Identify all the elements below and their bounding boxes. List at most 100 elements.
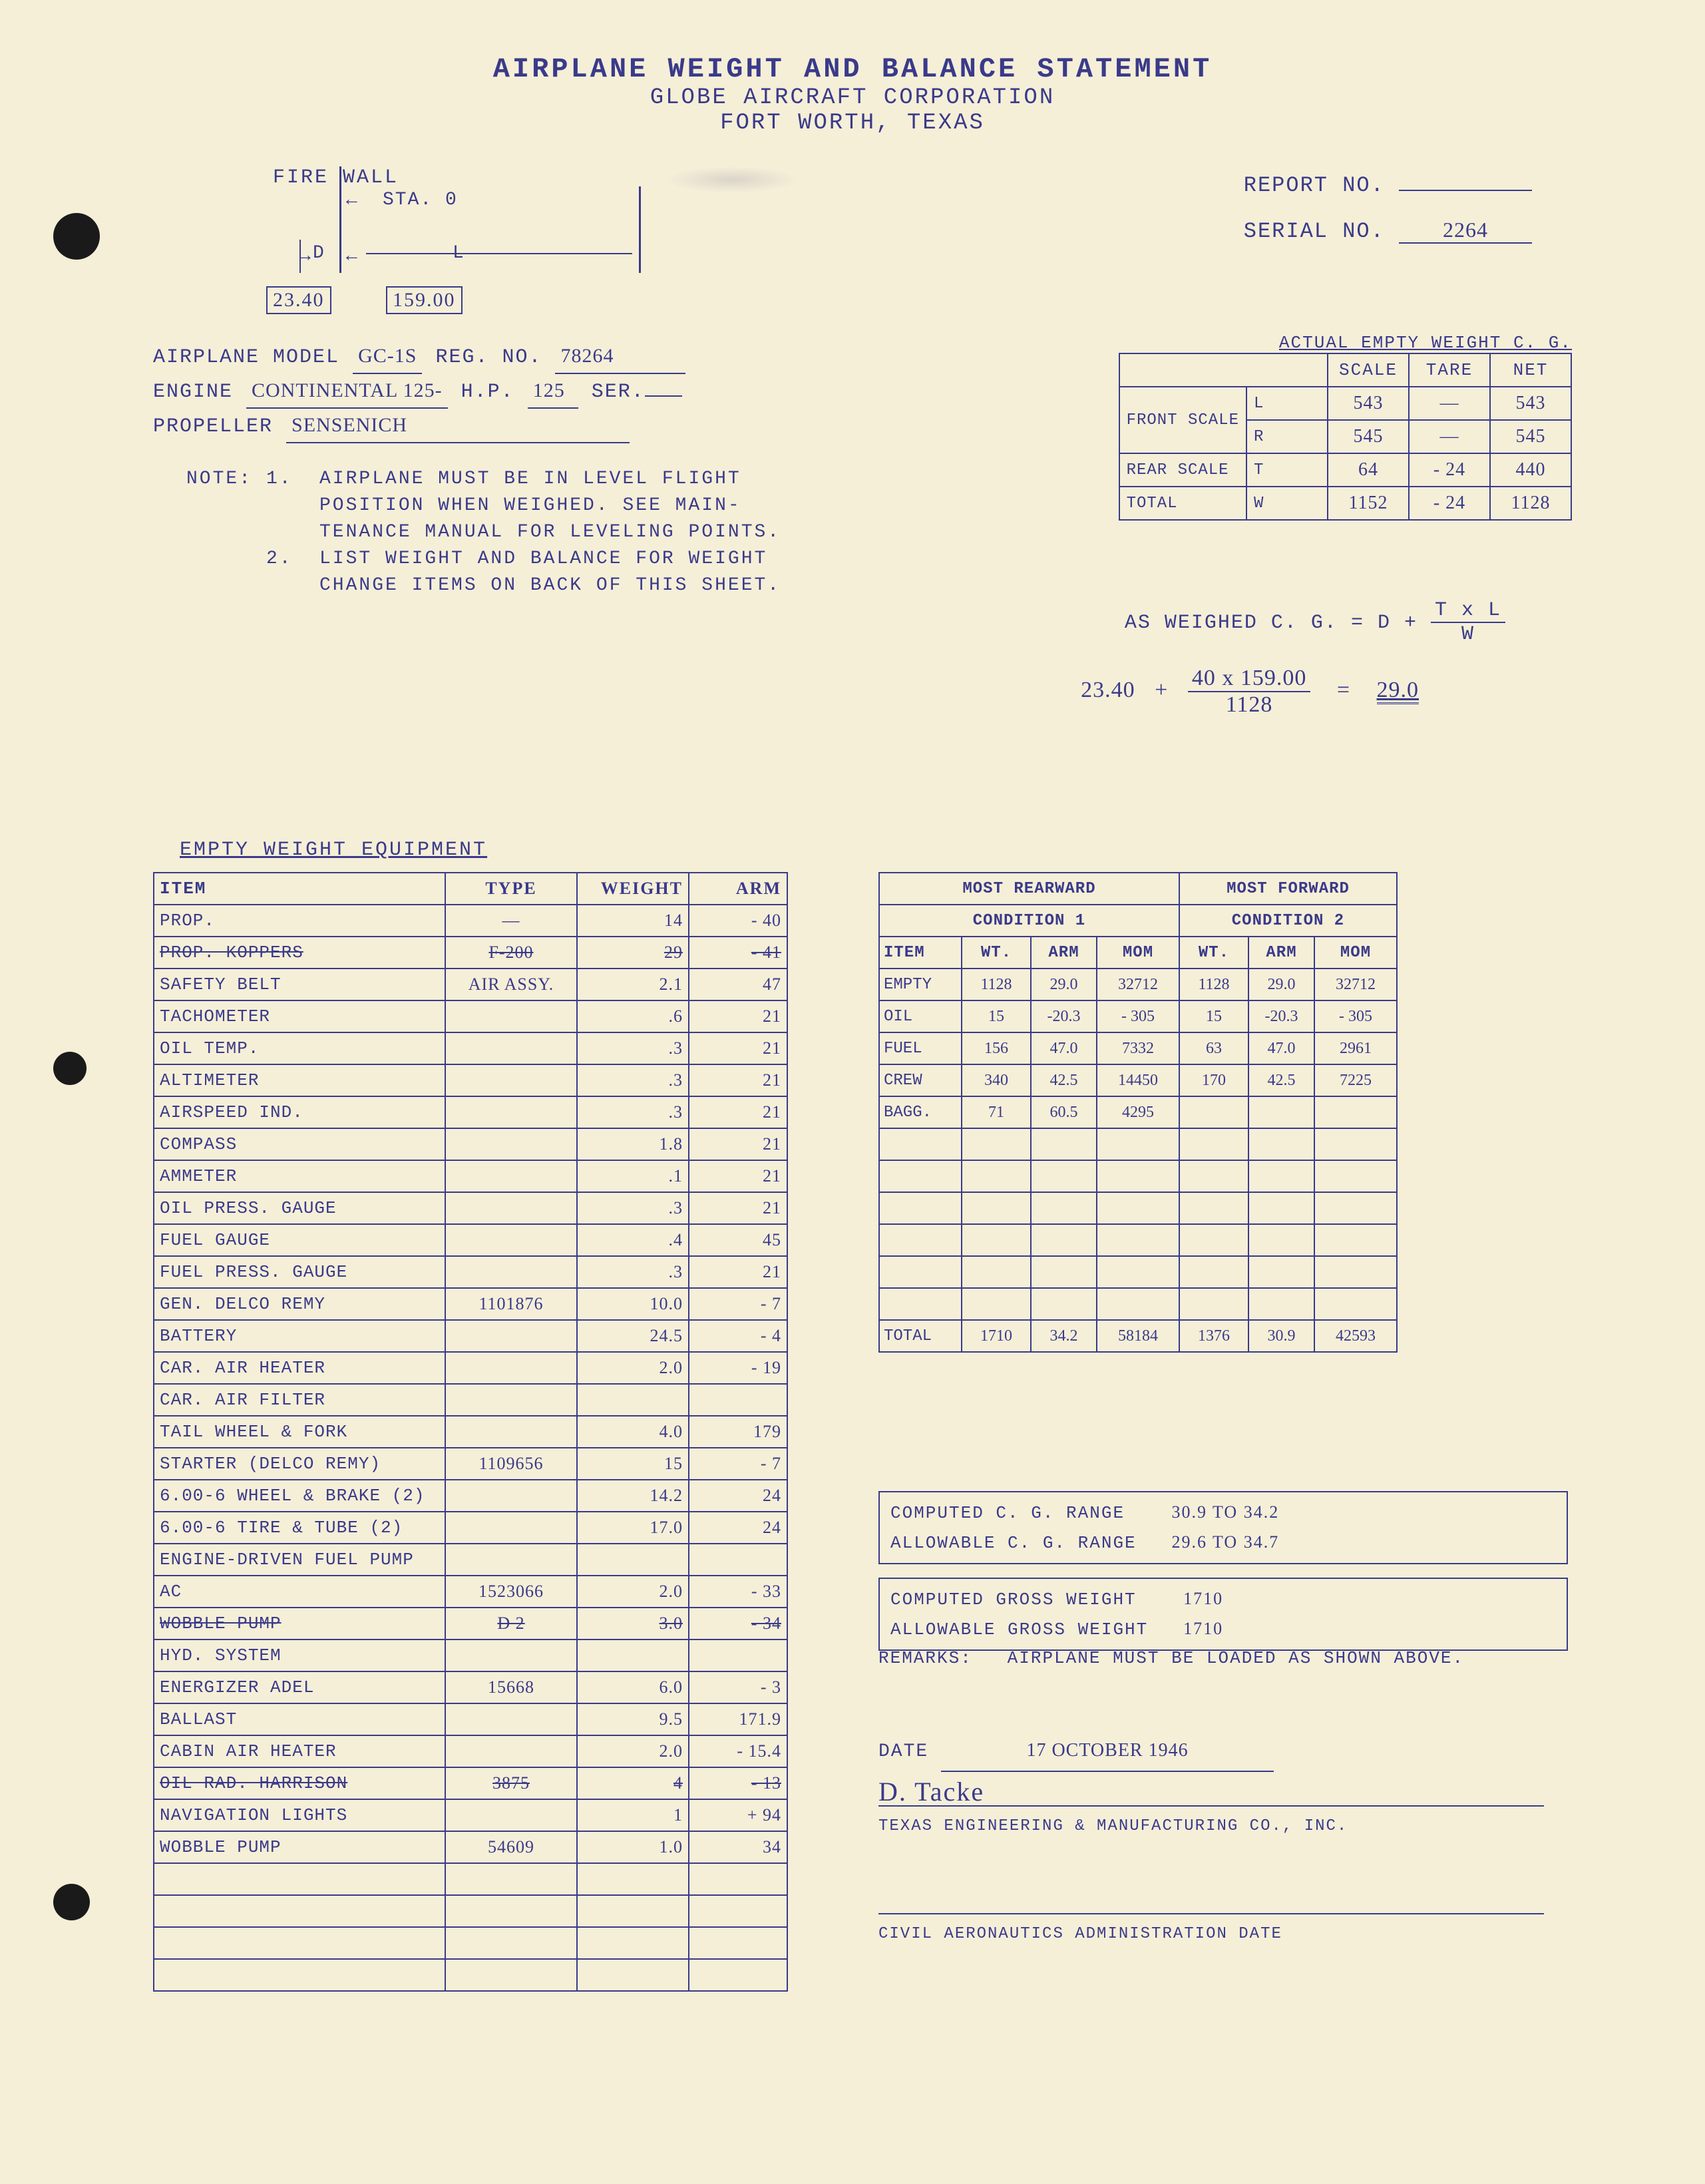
- sta-label: STA. 0: [383, 190, 458, 210]
- allowable-gross: 1710: [1183, 1619, 1223, 1638]
- equip-row: [154, 1895, 787, 1927]
- total-label: TOTAL: [1119, 487, 1246, 520]
- allowable-cg-range: 29.6 TO 34.7: [1171, 1532, 1279, 1552]
- cond-row: [879, 1256, 1397, 1288]
- note-block: NOTE: 1. AIRPLANE MUST BE IN LEVEL FLIGH…: [186, 466, 785, 599]
- cond-row: EMPTY112829.032712112829.032712: [879, 969, 1397, 1000]
- d-value: 23.40: [266, 286, 331, 314]
- formula: AS WEIGHED C. G. = D + T x LW: [1125, 599, 1505, 646]
- equip-row: STARTER (DELCO REMY)110965615- 7: [154, 1448, 787, 1480]
- equip-row: 6.00-6 WHEEL & BRAKE (2)14.224: [154, 1480, 787, 1512]
- equip-row: [154, 1863, 787, 1895]
- cg-range-box: COMPUTED C. G. RANGE 30.9 TO 34.2 ALLOWA…: [878, 1491, 1568, 1564]
- equip-row: PROP.—14- 40: [154, 905, 787, 937]
- equip-row: NAVIGATION LIGHTS1+ 94: [154, 1799, 787, 1831]
- equip-row: ENERGIZER ADEL156686.0- 3: [154, 1671, 787, 1703]
- ser-label: SER.: [592, 381, 645, 403]
- equip-row: HYD. SYSTEM: [154, 1639, 787, 1671]
- hp-label: H.P.: [461, 381, 514, 403]
- equip-row: AMMETER.121: [154, 1160, 787, 1192]
- model-label: AIRPLANE MODEL: [153, 346, 339, 369]
- note-1: AIRPLANE MUST BE IN LEVEL FLIGHT POSITIO…: [319, 466, 785, 546]
- cond-row: [879, 1160, 1397, 1192]
- date-value: 17 OCTOBER 1946: [941, 1731, 1274, 1772]
- report-label: REPORT NO.: [1244, 173, 1385, 198]
- firewall-label: FIRE WALL: [273, 166, 399, 189]
- hp-value: 125: [528, 374, 578, 409]
- cond-row: BAGG.7160.54295: [879, 1096, 1397, 1128]
- cond-row: [879, 1192, 1397, 1224]
- equip-row: BATTERY24.5- 4: [154, 1320, 787, 1352]
- calculation: 23.40 + 40 x 159.001128 = 29.0: [1081, 666, 1419, 718]
- equip-row: SAFETY BELTAIR ASSY.2.147: [154, 969, 787, 1000]
- signature: D. Tacke: [878, 1772, 1544, 1807]
- l-value: 159.00: [386, 286, 463, 314]
- cg-result: 29.0: [1377, 678, 1420, 704]
- engine-value: CONTINENTAL 125-: [246, 374, 448, 409]
- equip-row: COMPASS1.821: [154, 1128, 787, 1160]
- reg-value: 78264: [555, 339, 685, 374]
- equip-row: WOBBLE PUMP546091.034: [154, 1831, 787, 1863]
- equip-row: BALLAST9.5171.9: [154, 1703, 787, 1735]
- actual-weight-table: SCALETARENET FRONT SCALEL543—543 R545—54…: [1119, 353, 1572, 521]
- title-sub1: GLOBE AIRCRAFT CORPORATION: [80, 85, 1625, 110]
- reg-label: REG. NO.: [435, 346, 542, 369]
- equip-row: ENGINE-DRIVEN FUEL PUMP: [154, 1544, 787, 1576]
- equip-row: TAIL WHEEL & FORK4.0179: [154, 1416, 787, 1448]
- prop-label: PROPELLER: [153, 415, 273, 438]
- hdr-tare: TARE: [1409, 353, 1490, 387]
- report-value: [1399, 190, 1532, 191]
- cond-row: CREW34042.51445017042.57225: [879, 1064, 1397, 1096]
- d-label: D: [313, 243, 325, 264]
- equipment-table: ITEM TYPE WEIGHT ARM PROP.—14- 40PROP. K…: [153, 872, 788, 1992]
- signature-org: TEXAS ENGINEERING & MANUFACTURING CO., I…: [878, 1807, 1544, 1847]
- front-label: FRONT SCALE: [1119, 387, 1246, 453]
- remarks: REMARKS: AIRPLANE MUST BE LOADED AS SHOW…: [878, 1644, 1544, 1672]
- note-label: NOTE:: [186, 466, 266, 546]
- computed-gross: 1710: [1183, 1589, 1223, 1608]
- title-sub2: FORT WORTH, TEXAS: [80, 110, 1625, 136]
- equip-row: CAR. AIR FILTER: [154, 1384, 787, 1416]
- hdr-net: NET: [1490, 353, 1571, 387]
- serial-label: SERIAL NO.: [1244, 219, 1385, 244]
- equip-row: OIL PRESS. GAUGE.321: [154, 1192, 787, 1224]
- computed-cg-range: 30.9 TO 34.2: [1171, 1502, 1279, 1522]
- cond-row: [879, 1128, 1397, 1160]
- equip-row: [154, 1927, 787, 1959]
- equip-row: ALTIMETER.321: [154, 1064, 787, 1096]
- cond-row: [879, 1288, 1397, 1320]
- gross-weight-box: COMPUTED GROSS WEIGHT 1710 ALLOWABLE GRO…: [878, 1578, 1568, 1651]
- model-value: GC-1S: [353, 339, 422, 374]
- note-2: LIST WEIGHT AND BALANCE FOR WEIGHT CHANG…: [319, 546, 785, 599]
- condition-table: MOST REARWARDMOST FORWARD CONDITION 1CON…: [878, 872, 1398, 1353]
- prop-value: SENSENICH: [286, 409, 630, 443]
- info-block: AIRPLANE MODEL GC-1S REG. NO. 78264 ENGI…: [153, 339, 685, 443]
- equip-row: AC15230662.0- 33: [154, 1576, 787, 1608]
- cond-row: OIL15-20.3- 30515-20.3- 305: [879, 1000, 1397, 1032]
- report-block: REPORT NO. SERIAL NO. 2264: [1244, 173, 1532, 257]
- equip-row: CABIN AIR HEATER2.0- 15.4: [154, 1735, 787, 1767]
- equip-row: WOBBLE PUMPD 23.0- 34: [154, 1608, 787, 1639]
- signature-block: DATE 17 OCTOBER 1946 D. Tacke TEXAS ENGI…: [878, 1731, 1544, 1954]
- equip-row: AIRSPEED IND..321: [154, 1096, 787, 1128]
- cond-total-row: TOTAL171034.258184137630.942593: [879, 1320, 1397, 1352]
- date-label: DATE: [878, 1741, 928, 1762]
- equip-row: CAR. AIR HEATER2.0- 19: [154, 1352, 787, 1384]
- equip-row: [154, 1959, 787, 1991]
- cond-row: FUEL15647.073326347.02961: [879, 1032, 1397, 1064]
- equip-row: OIL TEMP..321: [154, 1032, 787, 1064]
- equip-row: FUEL PRESS. GAUGE.321: [154, 1256, 787, 1288]
- caa-line: CIVIL AERONAUTICS ADMINISTRATION DATE: [878, 1914, 1544, 1954]
- rear-label: REAR SCALE: [1119, 453, 1246, 487]
- equip-row: GEN. DELCO REMY110187610.0- 7: [154, 1288, 787, 1320]
- serial-value: 2264: [1399, 218, 1532, 244]
- cond-row: [879, 1224, 1397, 1256]
- equip-row: PROP. KOPPERSF-20029- 41: [154, 937, 787, 969]
- engine-label: ENGINE: [153, 381, 233, 403]
- title-block: AIRPLANE WEIGHT AND BALANCE STATEMENT GL…: [80, 53, 1625, 136]
- hdr-scale: SCALE: [1328, 353, 1409, 387]
- section-label: EMPTY WEIGHT EQUIPMENT: [180, 839, 487, 861]
- equip-row: FUEL GAUGE.445: [154, 1224, 787, 1256]
- equip-row: OIL RAD. HARRISON38754- 13: [154, 1767, 787, 1799]
- equip-row: 6.00-6 TIRE & TUBE (2)17.024: [154, 1512, 787, 1544]
